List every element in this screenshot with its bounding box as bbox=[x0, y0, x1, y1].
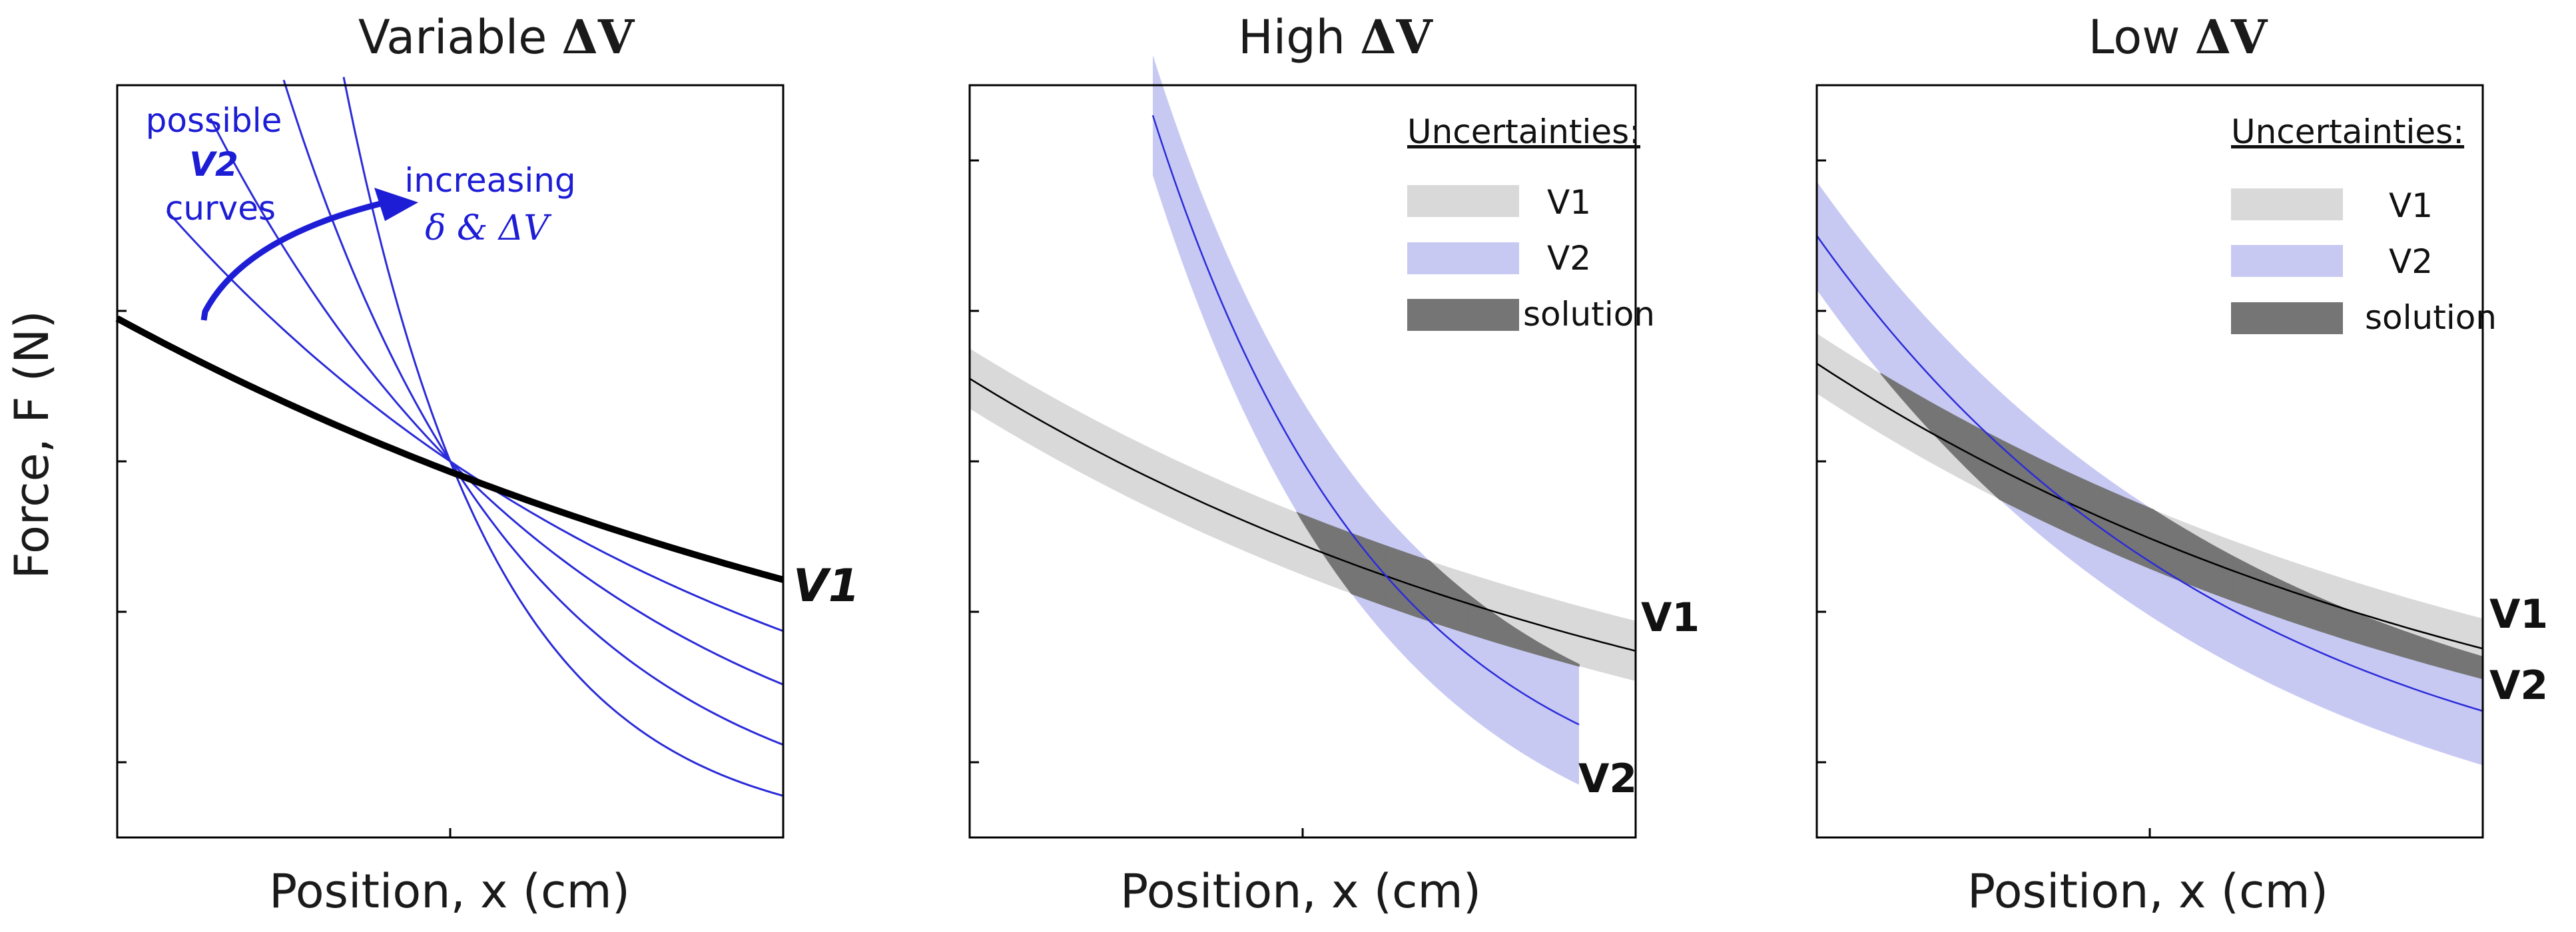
legend-swatch-v1 bbox=[2231, 188, 2343, 220]
v2-curve-2 bbox=[209, 118, 784, 686]
legend-label-v2: V2 bbox=[2389, 242, 2433, 281]
v2-curve bbox=[1151, 115, 1580, 726]
legend-title: Uncertainties: bbox=[1407, 113, 1640, 151]
annotation-curves: curves bbox=[165, 189, 276, 228]
panel-3-legend: Uncertainties: V1 V2 solution bbox=[2231, 113, 2497, 337]
panel-3-ticks bbox=[1817, 159, 2484, 837]
legend-label-v2: V2 bbox=[1547, 239, 1591, 278]
v2-curve-3 bbox=[282, 79, 784, 746]
v2-uncertainty-band bbox=[1153, 55, 1579, 785]
v1-curve bbox=[1816, 363, 2483, 650]
legend-swatch-solution bbox=[2231, 302, 2343, 334]
legend-label-v1: V1 bbox=[2389, 186, 2433, 225]
v2-curve bbox=[1815, 235, 2483, 712]
legend-label-solution: solution bbox=[1523, 295, 1655, 334]
y-axis-label: Force, F (N) bbox=[5, 310, 59, 579]
solution-region bbox=[1880, 373, 2483, 680]
panel-2-legend: Uncertainties: V1 V2 solution bbox=[1407, 113, 1655, 334]
panel-1-plot bbox=[115, 77, 785, 797]
panel-2-v2-label: V2 bbox=[1578, 756, 1637, 802]
v2-curve-1 bbox=[166, 210, 784, 632]
increasing-arrow bbox=[200, 188, 418, 321]
panel-1: possible V2 curves increasing δ & ΔV V1 bbox=[115, 77, 860, 839]
panel-1-x-axis-label: Position, x (cm) bbox=[269, 864, 630, 919]
panel-1-v1-label: V1 bbox=[793, 560, 860, 612]
panel-3: Uncertainties: V1 V2 solution V1 V2 bbox=[1815, 84, 2548, 839]
legend-swatch-solution bbox=[1407, 299, 1519, 331]
v1-curve bbox=[969, 377, 1636, 652]
v1-uncertainty-band bbox=[1817, 333, 2483, 679]
v1-curve bbox=[115, 315, 785, 583]
panel-1-ticks bbox=[117, 310, 785, 837]
legend-swatch-v2 bbox=[2231, 245, 2343, 277]
solution-region bbox=[1296, 511, 1580, 667]
annotation-delta: δ & ΔV bbox=[425, 208, 551, 248]
panel-3-title: Low ΔV bbox=[2089, 9, 2268, 65]
panel-2-v1-label: V1 bbox=[1641, 594, 1700, 641]
panel-2-plot bbox=[969, 55, 1636, 785]
legend-label-v1: V1 bbox=[1547, 183, 1591, 222]
panel-2-ticks bbox=[970, 159, 1637, 837]
panel-3-v2-label: V2 bbox=[2489, 662, 2548, 709]
v2-curve-4 bbox=[342, 77, 784, 797]
legend-swatch-v2 bbox=[1407, 242, 1519, 274]
annotation-increasing: increasing bbox=[404, 161, 575, 200]
panel-1-title: Variable ΔV bbox=[358, 9, 635, 65]
panel-3-x-axis-label: Position, x (cm) bbox=[1967, 864, 2328, 919]
legend-title: Uncertainties: bbox=[2231, 113, 2464, 151]
panel-1-annotation: possible V2 curves increasing δ & ΔV bbox=[146, 101, 576, 321]
legend-swatch-v1 bbox=[1407, 185, 1519, 217]
panel-3-v1-label: V1 bbox=[2489, 591, 2548, 638]
panel-2-title: High ΔV bbox=[1238, 9, 1433, 65]
legend-label-solution: solution bbox=[2365, 298, 2497, 337]
panel-3-plot bbox=[1815, 181, 2483, 766]
panel-2-x-axis-label: Position, x (cm) bbox=[1120, 864, 1481, 919]
annotation-v2: V2 bbox=[189, 145, 238, 184]
annotation-possible: possible bbox=[146, 101, 282, 140]
panel-2: Uncertainties: V1 V2 solution V1 V2 bbox=[968, 55, 1700, 839]
